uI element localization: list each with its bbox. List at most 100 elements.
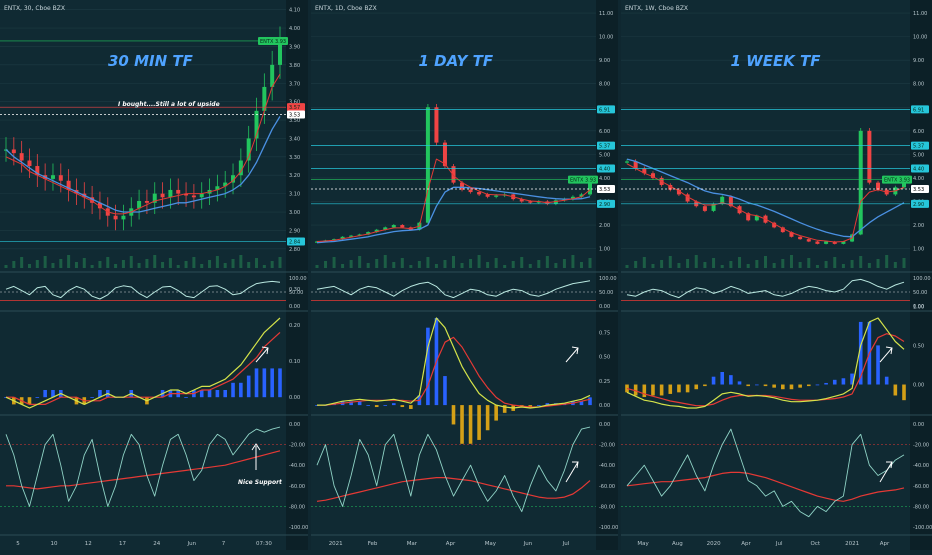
annotation-arrow-head	[251, 443, 261, 451]
price-tag	[258, 36, 288, 45]
price-tick-label: 11.00	[599, 11, 613, 17]
macd-histogram-bar	[51, 390, 55, 398]
candle-body	[223, 182, 228, 187]
macd-histogram-bar	[850, 373, 854, 385]
fast-moving-average-line	[316, 158, 591, 242]
price-tag	[597, 199, 615, 208]
candle-body	[27, 160, 32, 167]
macd-histogram-bar	[443, 376, 447, 406]
price-tick-label: 3.70	[289, 81, 300, 87]
volume-bar	[537, 260, 541, 268]
macd-line	[626, 317, 905, 409]
volume-bar	[703, 262, 707, 268]
osc3-line	[626, 428, 905, 518]
price-tick-label: 3.50	[289, 118, 300, 124]
macd-histogram-bar	[884, 376, 889, 385]
volume-bar	[35, 260, 39, 268]
macd-histogram-bar	[737, 381, 742, 385]
candle-body	[841, 241, 846, 244]
macd-histogram-bar	[460, 405, 464, 444]
price-tag	[287, 110, 305, 119]
volume-bar	[137, 263, 141, 268]
volume-bar	[145, 259, 149, 268]
osc1-line	[316, 280, 591, 299]
price-tag	[911, 164, 929, 173]
price-tag	[911, 199, 929, 208]
macd-histogram-bar	[254, 368, 259, 398]
volume-bar	[67, 255, 71, 268]
volume-bar	[859, 256, 863, 268]
candle-body	[702, 206, 707, 211]
price-tick-label: 4.00	[913, 176, 924, 182]
macd-histogram-bar	[832, 379, 837, 385]
volume-bar	[409, 265, 413, 268]
price-tick-label: 1.00	[599, 247, 610, 253]
trend-arrow	[565, 346, 579, 363]
volume-bar	[208, 260, 212, 268]
volume-bar	[738, 257, 742, 268]
osc1-tick-label: 100.00	[913, 276, 931, 282]
macd-histogram-bar	[374, 405, 379, 408]
macd-histogram-bar	[485, 405, 490, 431]
candle-body	[137, 200, 142, 209]
candle-body	[720, 196, 725, 204]
volume-bar	[114, 264, 118, 268]
volume-bar	[755, 260, 759, 268]
candle-body	[434, 107, 439, 143]
volume-bar	[545, 256, 549, 268]
price-tick-label: 9.00	[599, 58, 610, 64]
osc3-tick-label: -80.00	[599, 504, 615, 510]
macd-histogram-bar	[262, 368, 267, 398]
annotation-text: Nice Support	[238, 479, 283, 486]
price-tick-label: 9.00	[913, 58, 924, 64]
price-tag-label: 5.37	[913, 144, 924, 150]
volume-bar	[893, 262, 897, 268]
price-tag-label: 3.57	[289, 105, 300, 111]
candle-body	[780, 227, 785, 233]
macd-histogram-bar	[677, 384, 681, 393]
timeframe-label: 1 DAY TF	[419, 52, 494, 70]
osc3-tick-label: -40.00	[599, 463, 615, 469]
macd-histogram-bar	[711, 376, 716, 385]
candle-body	[442, 142, 447, 167]
price-tag-label: 5.37	[599, 144, 610, 150]
volume-bar	[494, 258, 498, 268]
chart-header-label: ENTX, 30, Cboe BZX	[4, 5, 65, 12]
volume-bar	[366, 263, 370, 268]
price-tick-label: 6.00	[599, 129, 610, 135]
volume-bar	[176, 265, 180, 268]
candle-body	[451, 166, 456, 183]
price-tick-label: 3.20	[289, 173, 300, 179]
volume-bar	[90, 265, 94, 268]
volume-bar	[562, 259, 566, 268]
osc2-tick-label: 0.75	[599, 331, 610, 337]
candle-body	[754, 215, 759, 221]
candle-body	[176, 189, 181, 194]
candle-body	[588, 179, 592, 195]
osc2-tick-label: 0.25	[599, 379, 610, 385]
price-tick-label: 8.00	[599, 82, 610, 88]
volume-bar	[215, 256, 219, 268]
volume-bar	[4, 265, 8, 268]
candle-body	[144, 200, 149, 203]
macd-histogram-bar	[400, 405, 405, 408]
price-tick-label: 8.00	[913, 82, 924, 88]
price-tick-label: 5.00	[599, 152, 610, 158]
volume-bar	[642, 257, 646, 268]
trend-arrow	[255, 346, 269, 363]
volume-bar	[651, 264, 655, 268]
candle-body	[772, 222, 777, 228]
price-axis-background	[596, 0, 618, 550]
time-tick-label: 2021	[845, 541, 859, 547]
macd-histogram-bar	[239, 382, 243, 398]
price-tick-label: 4.00	[289, 26, 300, 32]
osc1-tick-label: 100.00	[599, 276, 617, 282]
volume-bar	[262, 265, 266, 268]
volume-bar	[867, 263, 871, 268]
candle-body	[579, 194, 584, 197]
candle-body	[199, 193, 204, 198]
candle-body	[519, 199, 524, 202]
candle-body	[97, 202, 102, 209]
candle-body	[650, 173, 655, 178]
macd-signal-line	[626, 333, 905, 407]
